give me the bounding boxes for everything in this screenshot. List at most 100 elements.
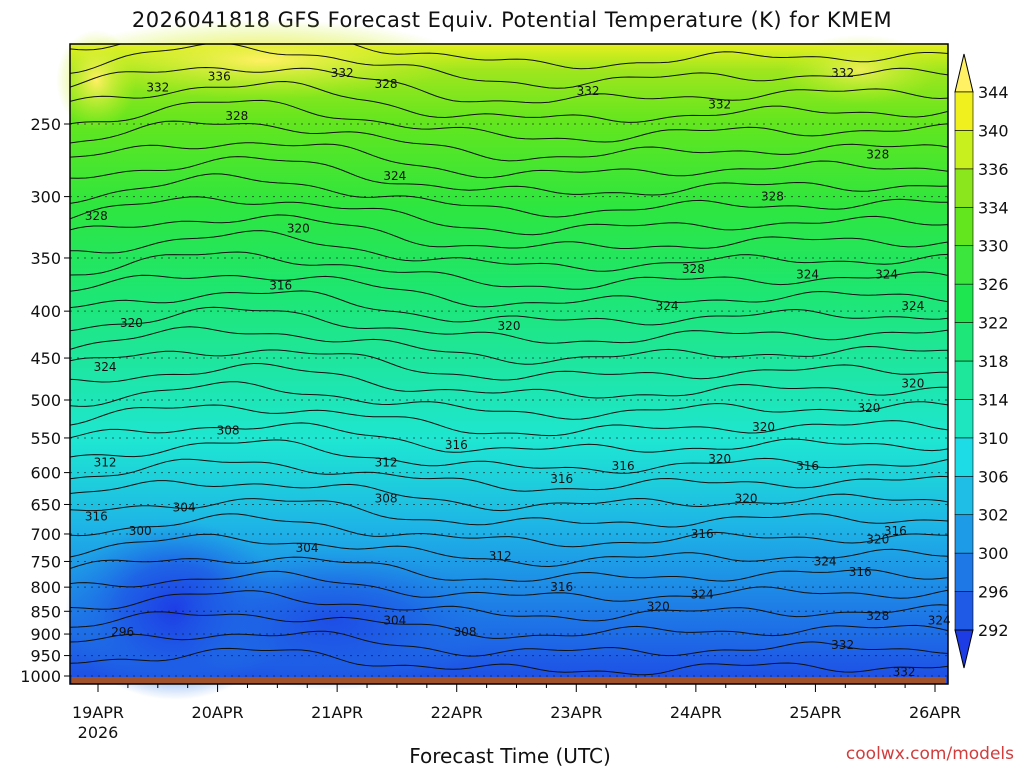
contour-line bbox=[70, 349, 948, 381]
contour-label: 320 bbox=[866, 533, 889, 547]
y-tick-label: 550 bbox=[30, 429, 61, 448]
contour-label: 308 bbox=[454, 625, 477, 639]
colorbar-tick-label: 314 bbox=[978, 390, 1009, 409]
x-tick-label: 22APR bbox=[431, 703, 483, 722]
contour-line bbox=[70, 458, 948, 492]
contour-label: 308 bbox=[375, 491, 398, 505]
contour-label: 324 bbox=[94, 360, 117, 374]
contour-label: 296 bbox=[111, 625, 134, 639]
contour-label: 324 bbox=[875, 268, 898, 282]
y-tick-label: 900 bbox=[30, 625, 61, 644]
colorbar-bin bbox=[954, 514, 974, 554]
contour-label: 320 bbox=[901, 377, 924, 391]
y-tick-label: 350 bbox=[30, 249, 61, 268]
colorbar-bin bbox=[954, 552, 974, 592]
colorbar-bin bbox=[954, 399, 974, 439]
colorbar-tick-label: 334 bbox=[978, 198, 1009, 217]
contour-line bbox=[70, 156, 948, 196]
x-tick-label: 25APR bbox=[789, 703, 841, 722]
contour-label: 312 bbox=[94, 456, 117, 470]
colorbar-tick-label: 326 bbox=[978, 275, 1009, 294]
contour-label: 312 bbox=[489, 549, 512, 563]
plot-frame bbox=[69, 43, 949, 685]
contour-line bbox=[70, 422, 948, 453]
contour-label: 324 bbox=[796, 268, 819, 282]
contour-line bbox=[70, 80, 948, 123]
contour-label: 332 bbox=[577, 84, 600, 98]
colorbar-tick-label: 322 bbox=[978, 314, 1009, 333]
y-tick-label: 500 bbox=[30, 391, 61, 410]
credit-text: coolwx.com/models bbox=[845, 744, 1014, 764]
warm-aloft bbox=[63, 20, 464, 100]
contour-label: 316 bbox=[691, 527, 714, 541]
y-tick-label: 750 bbox=[30, 552, 61, 571]
contour-line bbox=[70, 362, 948, 399]
contour-label: 316 bbox=[884, 524, 907, 538]
y-tick-label: 450 bbox=[30, 349, 61, 368]
contour-label: 332 bbox=[331, 66, 354, 80]
contour-line bbox=[70, 647, 948, 676]
contour-label: 324 bbox=[814, 554, 837, 568]
contour-line bbox=[70, 120, 948, 162]
contour-label: 328 bbox=[375, 77, 398, 91]
y-tick-label: 300 bbox=[30, 188, 61, 207]
contour-label: 316 bbox=[612, 459, 635, 473]
contour-label: 328 bbox=[85, 209, 108, 223]
y-tick-label: 850 bbox=[30, 602, 61, 621]
contour-label: 328 bbox=[866, 148, 889, 162]
x-tick-year: 2026 bbox=[78, 723, 119, 742]
contour-lines bbox=[70, 44, 948, 676]
contour-label: 324 bbox=[656, 299, 679, 313]
contour-line bbox=[70, 630, 948, 657]
contour-line bbox=[70, 274, 948, 308]
contour-label: 328 bbox=[866, 609, 889, 623]
contour-label: 324 bbox=[928, 614, 951, 628]
contour-label: 308 bbox=[217, 424, 240, 438]
contour-line bbox=[70, 142, 948, 179]
x-tick-label: 24APR bbox=[670, 703, 722, 722]
contour-line bbox=[70, 251, 948, 290]
y-tick-label: 1000 bbox=[20, 667, 61, 686]
contour-label: 320 bbox=[708, 452, 731, 466]
contour-label: 304 bbox=[173, 501, 196, 515]
contour-label: 300 bbox=[129, 524, 152, 538]
contour-line bbox=[70, 196, 948, 236]
colorbar-tick-label: 310 bbox=[978, 429, 1009, 448]
contour-line bbox=[70, 590, 948, 622]
contour-label: 332 bbox=[708, 97, 731, 111]
contour-label: 316 bbox=[550, 472, 573, 486]
y-tick-label: 600 bbox=[30, 464, 61, 483]
contour-label: 304 bbox=[296, 541, 319, 555]
contour-line bbox=[70, 306, 948, 344]
colorbar-tick-label: 340 bbox=[978, 121, 1009, 140]
contour-label: 332 bbox=[146, 80, 169, 94]
contour-label: 320 bbox=[735, 491, 758, 505]
colorbar-bin bbox=[954, 206, 974, 247]
contour-label: 316 bbox=[85, 510, 108, 524]
colorbar-tick-label: 306 bbox=[978, 467, 1009, 486]
y-axis: 250 300 350 400 450 500 550 600 650 700 750 800 850 9… bbox=[20, 115, 70, 686]
contour-label: 324 bbox=[901, 299, 924, 313]
contour-label: 328 bbox=[682, 262, 705, 276]
colorbar-bin bbox=[954, 437, 974, 477]
contour-line bbox=[70, 513, 948, 548]
contour-line bbox=[70, 611, 948, 639]
x-tick-label: 26APR bbox=[909, 703, 961, 722]
contour-label: 320 bbox=[858, 401, 881, 415]
contour-label: 320 bbox=[647, 600, 670, 614]
contour-line bbox=[70, 404, 948, 437]
colorbar-bin bbox=[954, 475, 974, 516]
x-axis-label: Forecast Time (UTC) bbox=[409, 744, 611, 768]
colorbar-tick-label: 302 bbox=[978, 506, 1009, 525]
contour-label: 328 bbox=[761, 190, 784, 204]
colorbar-tick-label: 336 bbox=[978, 160, 1009, 179]
contour-label: 316 bbox=[269, 278, 292, 292]
contour-line bbox=[70, 498, 948, 528]
contour-line bbox=[70, 44, 948, 70]
x-tick-label: 23APR bbox=[550, 703, 602, 722]
x-tick-label: 19APR bbox=[72, 703, 124, 722]
colorbar-bin bbox=[954, 168, 974, 208]
colorbar-bin bbox=[954, 591, 974, 631]
contour-line bbox=[70, 99, 948, 143]
